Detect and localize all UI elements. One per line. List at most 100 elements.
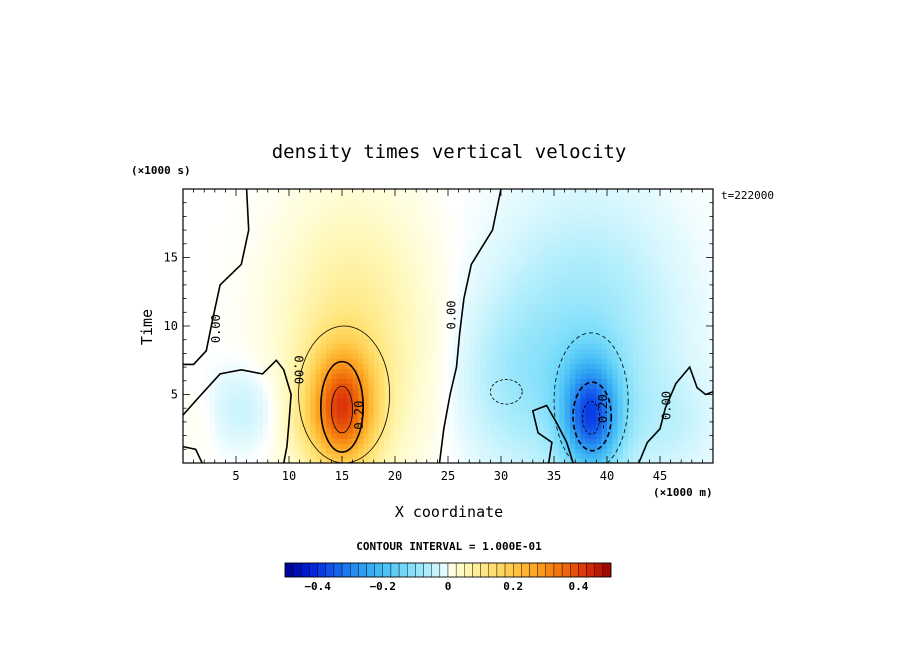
heatmap-cell: [230, 418, 237, 424]
heatmap-cell: [543, 288, 550, 295]
heatmap-cell: [183, 253, 189, 260]
heatmap-cell: [267, 388, 274, 394]
heatmap-cell: [432, 288, 438, 295]
heatmap-cell: [315, 433, 322, 439]
heatmap-cell: [665, 293, 672, 300]
heatmap-cell: [368, 438, 375, 444]
heatmap-cell: [198, 283, 205, 290]
heatmap-cell: [633, 398, 640, 404]
heatmap-cell: [273, 293, 279, 300]
heatmap-cell: [326, 318, 332, 325]
heatmap-cell: [294, 403, 301, 409]
heatmap-cell: [506, 238, 513, 245]
heatmap-cell: [660, 378, 666, 384]
heatmap-cell: [675, 278, 682, 285]
heatmap-cell: [342, 318, 348, 325]
heatmap-cell: [580, 443, 587, 449]
heatmap-cell: [607, 258, 613, 265]
heatmap-cell: [702, 308, 709, 315]
heatmap-cell: [299, 288, 306, 295]
heatmap-cell: [702, 383, 709, 389]
heatmap-cell: [251, 418, 258, 424]
heatmap-cell: [352, 408, 359, 414]
heatmap-cell: [416, 388, 423, 394]
heatmap-cell: [336, 258, 343, 265]
heatmap-cell: [230, 458, 237, 463]
heatmap-cell: [675, 303, 682, 310]
heatmap-cell: [410, 218, 417, 225]
heatmap-cell: [559, 433, 566, 439]
heatmap-cell: [479, 248, 486, 255]
heatmap-cell: [320, 228, 327, 235]
heatmap-cell: [644, 458, 650, 463]
heatmap-cell: [342, 273, 348, 280]
heatmap-cell: [607, 238, 613, 245]
heatmap-cell: [220, 228, 226, 235]
heatmap-cell: [585, 408, 592, 414]
heatmap-cell: [675, 358, 682, 364]
heatmap-cell: [410, 418, 417, 424]
heatmap-cell: [596, 398, 603, 404]
heatmap-cell: [373, 403, 380, 409]
heatmap-cell: [697, 233, 703, 240]
heatmap-cell: [474, 263, 481, 270]
heatmap-cell: [230, 218, 237, 225]
heatmap-cell: [368, 413, 375, 419]
heatmap-cell: [612, 433, 619, 439]
heatmap-cell: [691, 423, 698, 429]
heatmap-cell: [379, 213, 385, 220]
heatmap-cell: [204, 323, 211, 330]
heatmap-cell: [575, 223, 582, 230]
heatmap-cell: [654, 303, 661, 310]
heatmap-cell: [246, 278, 253, 285]
heatmap-cell: [633, 293, 640, 300]
heatmap-cell: [299, 448, 306, 454]
heatmap-cell: [548, 238, 555, 245]
heatmap-cell: [251, 258, 258, 265]
heatmap-cell: [670, 268, 677, 275]
heatmap-cell: [304, 393, 311, 399]
heatmap-cell: [326, 428, 332, 434]
heatmap-cell: [448, 378, 454, 384]
heatmap-cell: [198, 293, 205, 300]
heatmap-cell: [522, 358, 529, 364]
heatmap-cell: [395, 338, 401, 345]
heatmap-cell: [458, 303, 465, 310]
heatmap-cell: [458, 428, 465, 434]
heatmap-cell: [548, 293, 555, 300]
heatmap-cell: [400, 403, 407, 409]
heatmap-cell: [633, 218, 640, 225]
heatmap-cell: [294, 428, 301, 434]
heatmap-cell: [246, 373, 253, 379]
heatmap-cell: [299, 248, 306, 255]
heatmap-cell: [352, 353, 359, 359]
heatmap-cell: [628, 413, 635, 419]
heatmap-cell: [304, 378, 311, 384]
heatmap-cell: [612, 448, 619, 454]
heatmap-cell: [241, 308, 248, 315]
heatmap-cell: [495, 273, 502, 280]
heatmap-cell: [289, 348, 295, 354]
heatmap-cell: [267, 293, 274, 300]
heatmap-cell: [289, 258, 295, 265]
heatmap-cell: [421, 383, 428, 389]
heatmap-cell: [357, 328, 364, 335]
heatmap-cell: [554, 328, 560, 335]
heatmap-cell: [654, 328, 661, 335]
heatmap-cell: [490, 448, 497, 454]
heatmap-cell: [458, 258, 465, 265]
heatmap-cell: [209, 223, 216, 230]
heatmap-cell: [607, 428, 613, 434]
heatmap-cell: [310, 303, 317, 310]
heatmap-cell: [564, 313, 571, 320]
heatmap-cell: [559, 268, 566, 275]
heatmap-cell: [267, 348, 274, 354]
heatmap-cell: [241, 458, 248, 463]
heatmap-cell: [691, 428, 698, 434]
heatmap-cell: [442, 268, 449, 275]
heatmap-cell: [352, 328, 359, 335]
heatmap-cell: [654, 223, 661, 230]
heatmap-cell: [649, 428, 656, 434]
heatmap-cell: [665, 423, 672, 429]
heatmap-cell: [198, 418, 205, 424]
